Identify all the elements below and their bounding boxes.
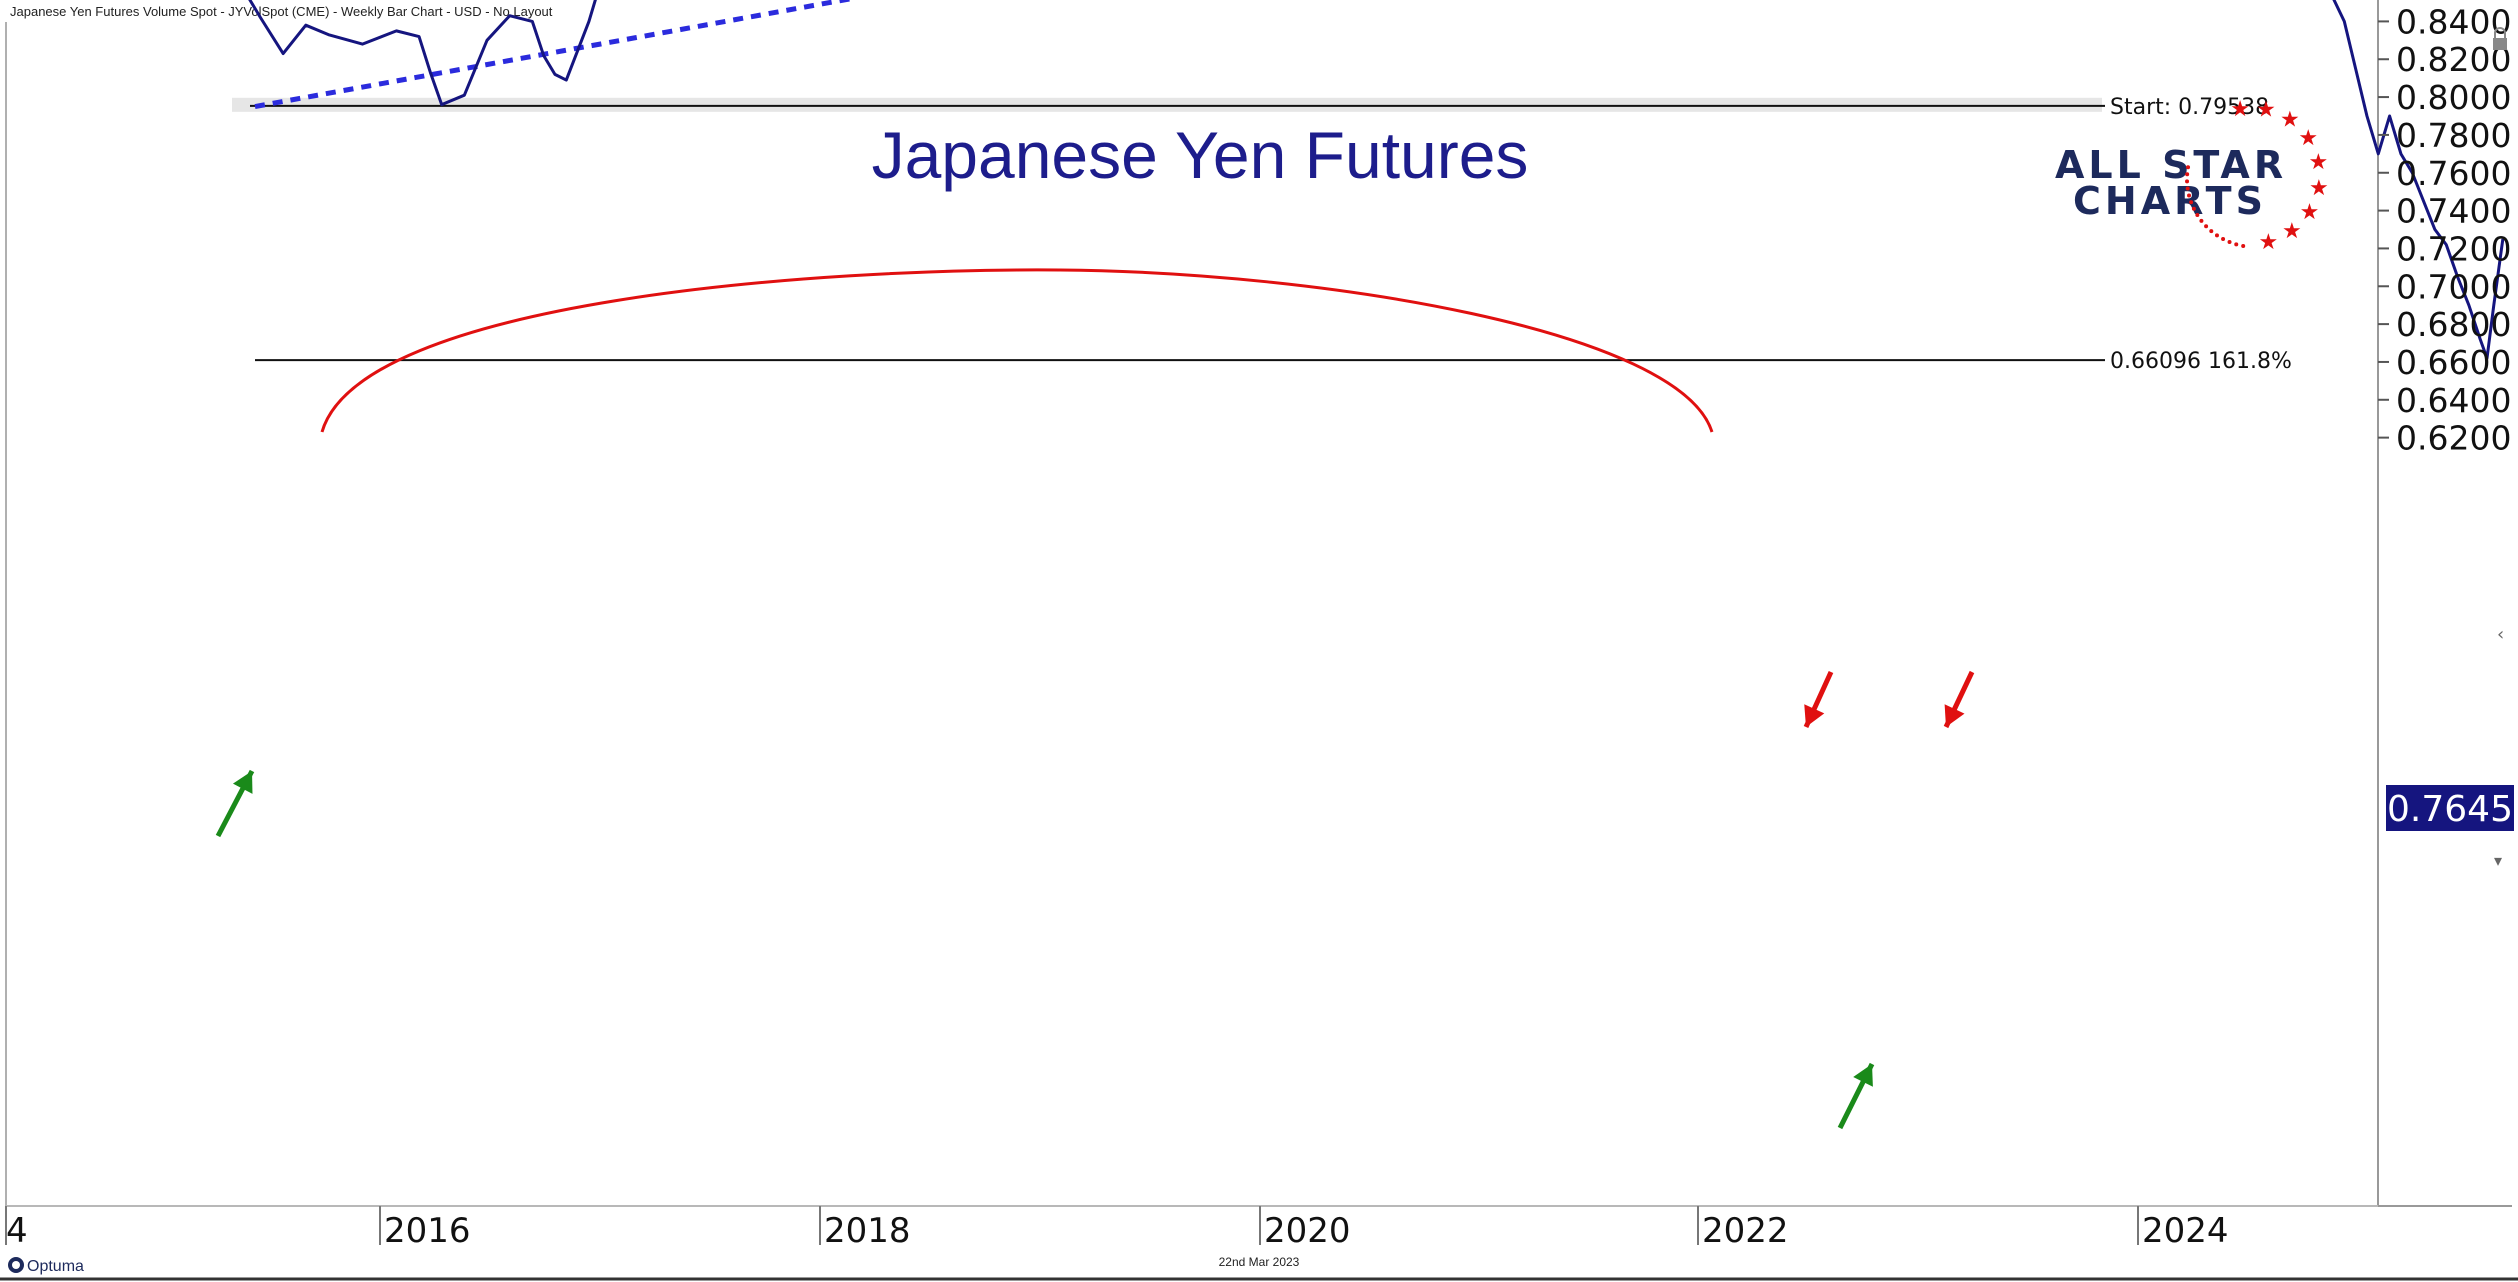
star-dot bbox=[2187, 193, 2192, 198]
fibonacci-levels: End: 1.012880.87846 61.8%Start: 0.795380… bbox=[250, 95, 2292, 374]
chevron-left-icon[interactable]: ‹ bbox=[2497, 624, 2504, 645]
x-tick-label: 2020 bbox=[1264, 1211, 1351, 1251]
arrow bbox=[215, 769, 255, 838]
y-tick-label: 0.8200 bbox=[2396, 40, 2511, 79]
x-tick-label: 4 bbox=[6, 1211, 28, 1251]
logo-line-2: CHARTS bbox=[2073, 179, 2267, 223]
y-tick-label: 0.7200 bbox=[2396, 229, 2511, 268]
y-tick-label: 0.6600 bbox=[2396, 343, 2511, 382]
star-icon: ★ bbox=[2280, 108, 2300, 133]
rounding-top-arc bbox=[320, 268, 1714, 433]
star-dot bbox=[2185, 179, 2190, 184]
annotation-arrows bbox=[215, 670, 1975, 1130]
y-tick-label: 0.7800 bbox=[2396, 116, 2511, 155]
y-tick-label: 0.8000 bbox=[2396, 78, 2511, 117]
arrow-head bbox=[1853, 1064, 1873, 1087]
star-dot bbox=[2189, 200, 2194, 205]
star-icon: ★ bbox=[2230, 97, 2250, 122]
price-series-line bbox=[248, 0, 2505, 360]
star-dot bbox=[2209, 229, 2214, 234]
x-axis: 4 2016 2018 2020 2022 2024 bbox=[5, 1206, 2229, 1251]
all-star-charts-logo: ALL STAR CHARTS ★ ★ ★★★★★★★ bbox=[2055, 97, 2329, 255]
x-tick-label: 2022 bbox=[1702, 1211, 1789, 1251]
x-tick-label: 2016 bbox=[384, 1211, 471, 1251]
level-label: Start: 0.79538 bbox=[2110, 95, 2269, 120]
star-dot bbox=[2191, 206, 2196, 211]
y-tick-label: 0.7400 bbox=[2396, 192, 2511, 231]
star-icon: ★ bbox=[2309, 176, 2329, 201]
y-tick-label: 0.7600 bbox=[2396, 154, 2511, 193]
star-icon: ★ bbox=[2282, 219, 2302, 244]
star-dot bbox=[2221, 237, 2226, 242]
brand-name: Optuma bbox=[27, 1258, 84, 1275]
y-tick-label: 0.7000 bbox=[2396, 267, 2511, 306]
footer-date: 22nd Mar 2023 bbox=[1219, 1255, 1300, 1269]
triangle-down-icon[interactable]: ▾ bbox=[2494, 851, 2502, 870]
star-dot bbox=[2214, 233, 2219, 238]
star-dot bbox=[2227, 240, 2232, 245]
star-icon: ★ bbox=[2256, 97, 2276, 122]
arrow-head bbox=[1804, 704, 1825, 727]
y-tick-label: 0.6200 bbox=[2396, 419, 2511, 458]
optuma-brand: Optuma bbox=[8, 1257, 84, 1275]
x-tick-label: 2018 bbox=[824, 1211, 911, 1251]
star-dot bbox=[2199, 218, 2204, 223]
arrow bbox=[1943, 670, 1975, 729]
star-icon: ★ bbox=[2309, 150, 2329, 175]
arrow-head bbox=[232, 771, 253, 794]
star-dot bbox=[2185, 186, 2190, 191]
arrow-head bbox=[1944, 704, 1965, 727]
current-price-value: 0.7645 bbox=[2387, 789, 2513, 830]
star-icon: ★ bbox=[2298, 126, 2318, 151]
y-tick-label: 0.6400 bbox=[2396, 381, 2511, 420]
current-price-badge: 0.7645 bbox=[2386, 785, 2514, 831]
y-tick-label: 0.8400 bbox=[2396, 2, 2511, 41]
star-icon: ★ bbox=[2300, 200, 2320, 225]
y-tick-label: 0.6800 bbox=[2396, 305, 2511, 344]
star-dot bbox=[2204, 224, 2209, 229]
chart-header: Japanese Yen Futures Volume Spot - JYVol… bbox=[10, 4, 553, 19]
y-tick-label: 0.8600 bbox=[2396, 0, 2511, 4]
level-label: 0.66096 161.8% bbox=[2110, 349, 2292, 374]
chart-title: Japanese Yen Futures bbox=[872, 118, 1529, 192]
arrow bbox=[1803, 670, 1834, 729]
star-icon: ★ bbox=[2258, 230, 2278, 255]
star-dot bbox=[2186, 165, 2191, 170]
star-dot bbox=[2234, 242, 2239, 247]
lock-icon[interactable] bbox=[2493, 27, 2507, 50]
arrow bbox=[1837, 1062, 1875, 1130]
y-axis: 1.21001.18001.15001.12001.09001.06001.03… bbox=[2378, 0, 2511, 458]
x-tick-label: 2024 bbox=[2142, 1211, 2229, 1251]
logo-line-1: ALL STAR bbox=[2055, 143, 2287, 187]
star-dot bbox=[2241, 243, 2246, 248]
star-dot bbox=[2195, 213, 2200, 218]
logo-stars: ★ ★ ★★★★★★★ bbox=[2185, 97, 2329, 255]
star-dot bbox=[2185, 172, 2190, 177]
